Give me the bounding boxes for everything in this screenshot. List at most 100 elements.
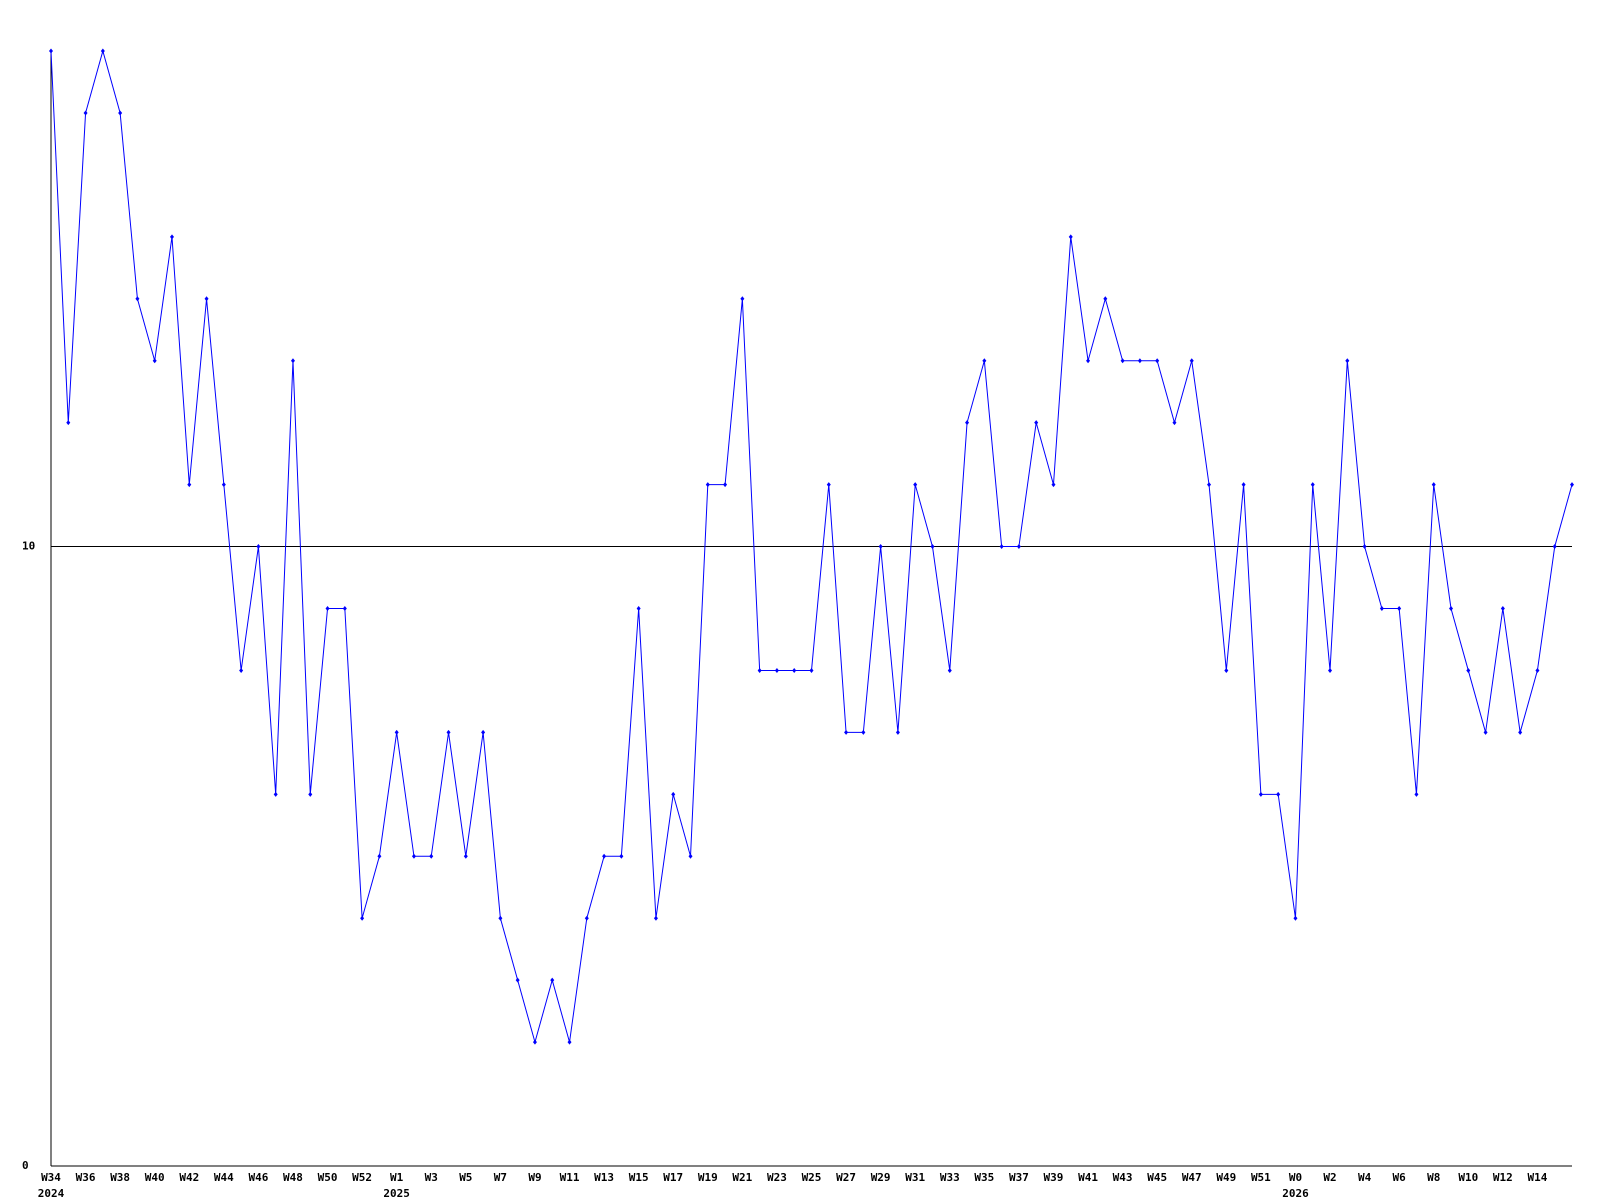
- x-tick-label: W37: [1009, 1171, 1029, 1184]
- data-point: [360, 915, 365, 921]
- x-tick-label: W11: [560, 1171, 580, 1184]
- data-point: [204, 296, 209, 302]
- data-point: [878, 544, 883, 550]
- data-point: [342, 606, 347, 611]
- data-point: [187, 482, 192, 488]
- data-point: [256, 544, 261, 550]
- data-point: [550, 977, 555, 983]
- data-point: [1051, 482, 1056, 488]
- data-point: [308, 791, 313, 797]
- data-point: [463, 853, 468, 859]
- x-tick-label: W21: [732, 1171, 752, 1184]
- x-tick-label: W48: [283, 1171, 303, 1184]
- data-point: [532, 1039, 537, 1045]
- data-point: [982, 358, 987, 364]
- data-point: [757, 667, 762, 673]
- data-point: [619, 853, 624, 859]
- data-point: [1570, 482, 1574, 488]
- data-point: [1224, 667, 1229, 673]
- x-tick-label: W12: [1493, 1171, 1513, 1184]
- data-point: [671, 791, 676, 797]
- x-tick-label: W23: [767, 1171, 787, 1184]
- x-tick-label: W0: [1289, 1171, 1302, 1184]
- x-tick-label: W7: [494, 1171, 507, 1184]
- data-point: [844, 729, 849, 735]
- data-point: [1345, 358, 1350, 364]
- data-point: [429, 853, 434, 859]
- data-point: [169, 234, 174, 240]
- x-tick-label: W27: [836, 1171, 856, 1184]
- data-point: [1552, 544, 1557, 550]
- data-point: [1414, 791, 1419, 797]
- data-point: [999, 544, 1004, 550]
- x-tick-label: W51: [1251, 1171, 1271, 1184]
- data-point: [152, 358, 157, 364]
- data-point: [290, 358, 295, 364]
- x-tick-label: W44: [214, 1171, 234, 1184]
- y-tick-label: 0: [22, 1159, 29, 1172]
- data-point: [394, 729, 399, 735]
- data-point: [1207, 482, 1212, 488]
- data-point: [774, 667, 779, 673]
- data-point: [913, 482, 918, 488]
- year-label: 2026: [1282, 1187, 1309, 1200]
- x-tick-label: W50: [318, 1171, 338, 1184]
- data-point: [1310, 482, 1315, 488]
- x-tick-label: W8: [1427, 1171, 1440, 1184]
- data-point: [1449, 606, 1454, 611]
- data-point: [688, 853, 693, 859]
- x-tick-label: W13: [594, 1171, 614, 1184]
- x-tick-label: W47: [1182, 1171, 1202, 1184]
- data-point: [1068, 234, 1073, 240]
- data-point: [792, 667, 797, 673]
- data-point: [1034, 420, 1039, 426]
- x-tick-label: W39: [1044, 1171, 1064, 1184]
- data-point: [740, 296, 745, 302]
- x-tick-label: W31: [905, 1171, 925, 1184]
- x-tick-label: W9: [528, 1171, 541, 1184]
- data-point: [1431, 482, 1436, 488]
- data-point: [1466, 667, 1471, 673]
- data-point: [809, 667, 814, 673]
- data-point: [1276, 791, 1281, 797]
- data-point: [1120, 358, 1125, 364]
- data-point: [1397, 606, 1402, 611]
- data-point: [1362, 544, 1367, 550]
- x-tick-label: W14: [1527, 1171, 1547, 1184]
- data-point: [1086, 358, 1091, 364]
- data-point: [602, 853, 607, 859]
- data-point: [1379, 606, 1384, 611]
- x-tick-label: W52: [352, 1171, 372, 1184]
- x-tick-label: W43: [1113, 1171, 1133, 1184]
- data-point: [1258, 791, 1263, 797]
- x-tick-label: W6: [1393, 1171, 1407, 1184]
- year-label: 2024: [38, 1187, 65, 1200]
- data-point: [653, 915, 658, 921]
- data-point: [930, 544, 935, 550]
- x-tick-label: W5: [459, 1171, 472, 1184]
- x-tick-label: W49: [1216, 1171, 1236, 1184]
- data-point: [1189, 358, 1194, 364]
- data-point: [83, 110, 88, 116]
- x-tick-label: W15: [629, 1171, 649, 1184]
- x-tick-label: W40: [145, 1171, 165, 1184]
- x-tick-label: W45: [1147, 1171, 1167, 1184]
- data-point: [498, 915, 503, 921]
- data-point: [1137, 358, 1142, 364]
- data-point: [584, 915, 589, 921]
- x-tick-label: W10: [1458, 1171, 1478, 1184]
- data-point: [273, 791, 278, 797]
- data-point: [100, 48, 105, 54]
- x-tick-label: W3: [425, 1171, 438, 1184]
- data-point: [118, 110, 123, 116]
- data-point: [515, 977, 520, 983]
- x-tick-label: W42: [179, 1171, 199, 1184]
- data-point: [239, 667, 244, 673]
- x-tick-label: W46: [248, 1171, 268, 1184]
- year-label: 2025: [383, 1187, 410, 1200]
- data-point: [1016, 544, 1021, 550]
- data-point: [377, 853, 382, 859]
- x-tick-label: W33: [940, 1171, 960, 1184]
- data-point: [1500, 606, 1505, 611]
